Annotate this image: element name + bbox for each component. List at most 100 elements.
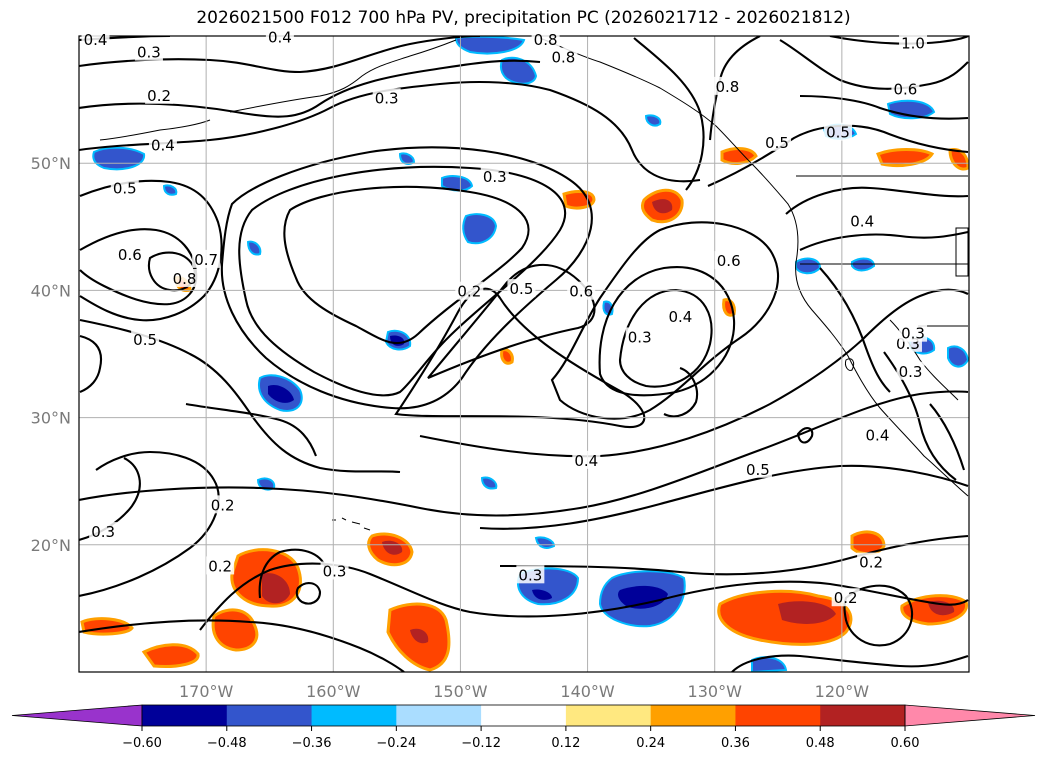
- pv-contour: [258, 548, 327, 599]
- pv-contour: [633, 37, 705, 191]
- lon-tick-label: 130°W: [688, 682, 743, 701]
- contour-label: 0.3: [628, 328, 652, 346]
- pv-contour: [79, 80, 701, 183]
- borders: [796, 175, 969, 327]
- colorbar-tick-label: 0.12: [551, 736, 580, 751]
- contour-label-bg: [857, 552, 886, 571]
- contour-label-bg: [507, 279, 536, 298]
- lat-tick-label: 20°N: [31, 536, 71, 555]
- contour-label: 0.4: [151, 136, 175, 154]
- pv-contour: [394, 287, 646, 429]
- pv-contour: [295, 582, 322, 605]
- precip-blob: [500, 348, 514, 365]
- colorbar-tick-label: −0.48: [207, 736, 247, 751]
- lat-tick-label: 30°N: [31, 409, 71, 428]
- colorbar-extend-low: [11, 704, 143, 727]
- contour-label-bg: [192, 249, 221, 268]
- contour-label-bg: [455, 281, 484, 300]
- contour-label-bg: [666, 307, 695, 326]
- border-line: [955, 227, 969, 277]
- contour-labels: 0.40.30.20.40.50.60.80.70.50.40.30.30.2 0…: [81, 27, 928, 607]
- contour-label-bg: [131, 330, 160, 349]
- contour-label-bg: [863, 425, 892, 444]
- contour-label-bg: [714, 251, 743, 270]
- precip-core: [410, 628, 429, 644]
- contour-label: 0.2: [834, 589, 858, 607]
- pv-contour: [550, 221, 780, 420]
- colorbar-extend-high: [904, 704, 1036, 727]
- colorbar-tick-label: −0.12: [461, 736, 501, 751]
- colorbar-bin: [650, 705, 736, 726]
- pv-contour: [779, 39, 969, 90]
- precip-blob: [534, 536, 556, 549]
- precip-blob: [454, 36, 526, 55]
- contour-label-bg: [572, 450, 601, 469]
- contour-label: 0.5: [746, 461, 770, 479]
- coastline: [889, 319, 959, 401]
- contour-label: 0.4: [268, 28, 292, 46]
- contour-label: 0.3: [91, 523, 115, 541]
- contour-label: 0.4: [84, 31, 108, 49]
- contour-label: 1.0: [901, 35, 925, 53]
- precip-core: [618, 585, 668, 609]
- pv-contour: [618, 288, 713, 388]
- pv-contour: [185, 402, 317, 457]
- pv-contour: [283, 185, 530, 345]
- contour-label: 0.3: [483, 168, 507, 186]
- map-area: [79, 36, 969, 672]
- pv-contour: [79, 390, 969, 517]
- precip-blob: [162, 184, 178, 196]
- contour-label-bg: [516, 565, 545, 584]
- pv-contour: [79, 450, 220, 598]
- colorbar-outline: [141, 704, 906, 727]
- contour-label-bg: [206, 556, 235, 575]
- contour-label: 0.6: [569, 283, 593, 301]
- contour-label: 0.3: [323, 563, 347, 581]
- colorbar-bin: [142, 705, 228, 726]
- pv-contour: [799, 230, 969, 251]
- colorbar-bin: [396, 705, 482, 726]
- precip-blob: [246, 240, 262, 256]
- coastlines: [99, 37, 969, 531]
- contour-label-bg: [896, 361, 925, 380]
- precip-core: [532, 589, 552, 600]
- precip-blob: [876, 148, 935, 168]
- contour-label-bg: [110, 178, 139, 197]
- contour-label: 0.3: [899, 363, 923, 381]
- pv-contour: [785, 186, 969, 215]
- precip-core: [778, 601, 836, 624]
- coastline: [229, 39, 457, 113]
- precip-blob: [398, 152, 416, 165]
- colorbar-tick-label: −0.60: [122, 736, 162, 751]
- contour-label-bg: [372, 88, 401, 107]
- pv-contour: [598, 266, 736, 397]
- lon-tick-label: 170°W: [179, 682, 234, 701]
- pv-contour: [819, 267, 891, 393]
- contour-label: 0.2: [859, 554, 883, 572]
- latitude-labels: 50°N 40°N 30°N 20°N: [31, 154, 71, 555]
- precip-blob: [644, 114, 662, 127]
- contour-label: 0.5: [133, 331, 157, 349]
- colorbar-tick-label: −0.36: [292, 736, 332, 751]
- colorbar: −0.60 −0.48 −0.36 −0.24 −0.12 0.12 0.24 0.36 0.4…: [11, 704, 1036, 751]
- contour-label: 0.8: [551, 49, 575, 67]
- colorbar-tick-label: −0.24: [376, 736, 416, 751]
- contour-label: 0.2: [147, 87, 171, 105]
- pv-contour: [427, 263, 596, 379]
- colorbar-bin: [820, 705, 906, 726]
- pv-contour: [220, 146, 593, 410]
- precip-core: [652, 199, 673, 214]
- contour-label: 0.6: [118, 246, 142, 264]
- contour-label-bg: [208, 495, 237, 514]
- lon-tick-label: 150°W: [433, 682, 488, 701]
- pv-contour: [843, 584, 914, 647]
- chart-title: 2026021500 F012 700 hPa PV, precipitatio…: [196, 8, 851, 28]
- colorbar-tick-label: 0.60: [891, 736, 920, 751]
- lon-tick-label: 160°W: [306, 682, 361, 701]
- contour-label: 0.4: [668, 308, 692, 326]
- contour-label: 0.3: [375, 89, 399, 107]
- precip-blob: [462, 213, 498, 245]
- colorbar-tick-label: 0.36: [721, 736, 750, 751]
- pv-contour: [829, 36, 969, 45]
